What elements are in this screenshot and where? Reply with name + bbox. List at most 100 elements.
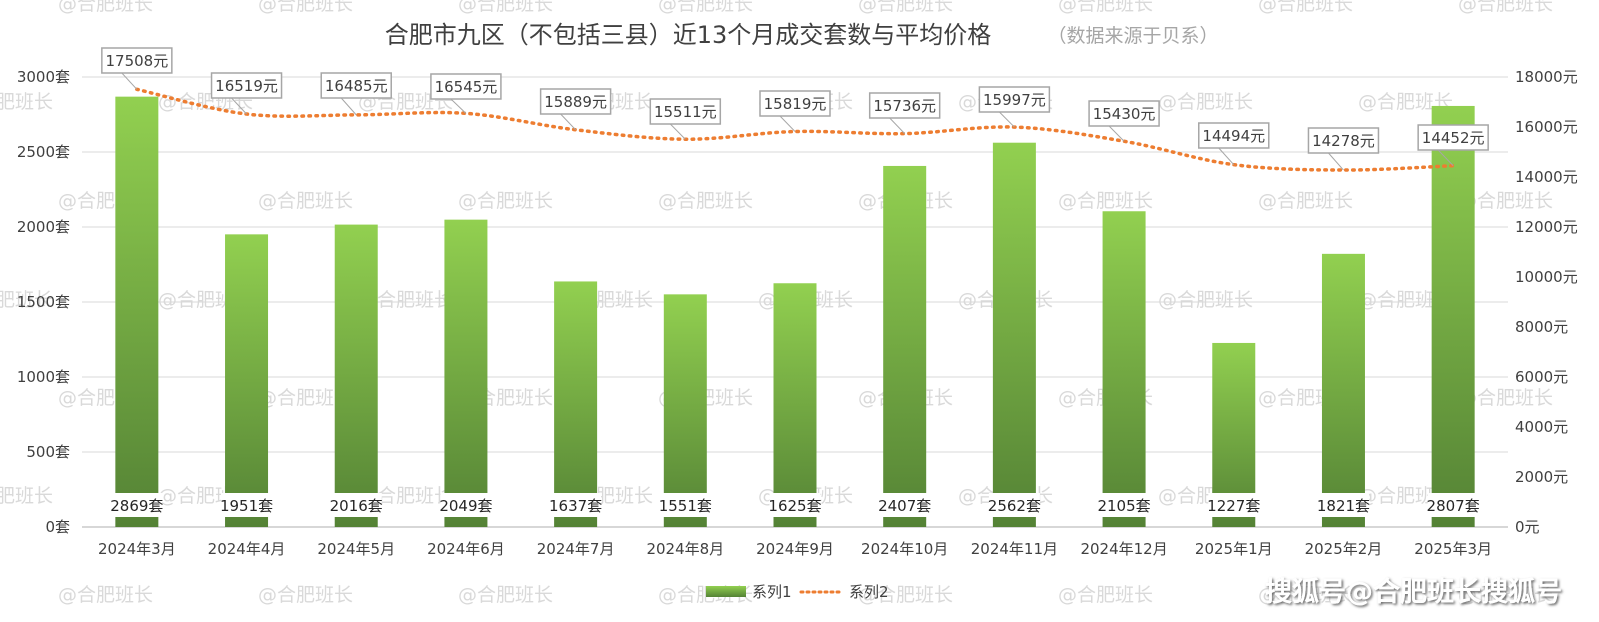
category-label: 2024年4月 bbox=[208, 540, 286, 558]
left-tick-label: 1500套 bbox=[17, 293, 70, 311]
left-tick-label: 500套 bbox=[26, 443, 70, 461]
price-label: 14452元 bbox=[1422, 129, 1485, 147]
bar bbox=[115, 96, 159, 528]
watermark-text: @合肥班长 bbox=[0, 91, 53, 113]
watermark-text: @合肥班长 bbox=[658, 0, 753, 15]
watermark-text: @合肥班长 bbox=[1258, 584, 1353, 606]
bar-label-bg bbox=[659, 493, 711, 517]
watermark-text: @合肥班长 bbox=[1258, 190, 1353, 212]
legend-swatch-series-1 bbox=[706, 586, 746, 597]
price-label: 14278元 bbox=[1312, 132, 1375, 150]
source-credit: 搜狐号@合肥班长搜狐号 bbox=[1265, 576, 1562, 608]
price-label-box bbox=[101, 47, 173, 74]
watermark-text: @合肥班长 bbox=[1458, 190, 1553, 212]
watermark-text: @合肥班长 bbox=[1358, 289, 1453, 311]
price-label-leader bbox=[560, 113, 576, 131]
price-label: 17508元 bbox=[105, 52, 168, 70]
price-label-leader bbox=[669, 123, 686, 140]
category-label: 2024年9月 bbox=[756, 540, 834, 558]
watermark-text: @合肥班长 bbox=[458, 584, 553, 606]
chart-title-source: （数据来源于贝系） bbox=[1047, 25, 1218, 47]
bar-label: 1625套 bbox=[768, 497, 821, 515]
price-label-leader bbox=[889, 117, 906, 134]
left-tick-label: 1000套 bbox=[17, 368, 70, 386]
watermark-text: @合肥班长 bbox=[1258, 0, 1353, 15]
watermark-text: @合肥班长 bbox=[458, 0, 553, 15]
right-tick-label: 10000元 bbox=[1515, 268, 1578, 286]
bar-label-bg bbox=[1317, 493, 1369, 517]
watermark-text: @合肥班长 bbox=[858, 0, 953, 15]
bar-label-bg bbox=[1427, 493, 1479, 517]
left-tick-label: 2000套 bbox=[17, 218, 70, 236]
price-label-box bbox=[210, 72, 283, 99]
category-axis-labels: 2024年3月 2024年4月 2024年5月 2024年6月 2024年7月 2024年… bbox=[98, 540, 1492, 558]
watermark-text: @合肥班长 bbox=[258, 190, 353, 212]
price-label: 16485元 bbox=[325, 77, 388, 95]
bar bbox=[225, 234, 269, 527]
bar bbox=[1321, 253, 1365, 527]
price-label-box bbox=[1088, 100, 1160, 127]
category-label: 2024年5月 bbox=[317, 540, 395, 558]
watermark-text: @合肥班长 bbox=[1058, 190, 1153, 212]
watermark-text: @合肥班长 bbox=[258, 0, 353, 15]
bar bbox=[334, 224, 378, 527]
bar-label: 2049套 bbox=[439, 497, 492, 515]
bar bbox=[883, 165, 927, 527]
left-tick-label: 3000套 bbox=[17, 68, 70, 86]
bar-label: 1951套 bbox=[220, 497, 273, 515]
price-label-leader bbox=[231, 97, 247, 115]
left-axis-ticks: 0套 500套 1000套 1500套 2000套 2500套 3000套 bbox=[17, 68, 70, 536]
bar-label-bg bbox=[221, 493, 273, 517]
category-label: 2025年2月 bbox=[1305, 540, 1383, 558]
price-label-leader bbox=[1437, 149, 1454, 167]
legend-label-series-2: 系列2 bbox=[849, 583, 889, 601]
category-label: 2025年3月 bbox=[1414, 540, 1492, 558]
price-label-leader bbox=[779, 115, 796, 132]
bar-label: 2105套 bbox=[1097, 497, 1150, 515]
price-label-box bbox=[649, 98, 722, 125]
watermark-text: @合肥班长 bbox=[1158, 91, 1253, 113]
watermark-text: @合肥班长 bbox=[1458, 584, 1553, 606]
price-label-box bbox=[320, 72, 392, 99]
bar-label: 2869套 bbox=[110, 497, 163, 515]
bar-label: 2807套 bbox=[1427, 497, 1480, 515]
watermark-text: @合肥班长 bbox=[0, 485, 53, 507]
legend-label-series-1: 系列1 bbox=[752, 583, 792, 601]
price-label: 15511元 bbox=[654, 103, 717, 121]
bar-label: 2407套 bbox=[878, 497, 931, 515]
price-label-leader bbox=[999, 111, 1015, 128]
category-label: 2024年11月 bbox=[971, 540, 1058, 558]
price-label-box bbox=[978, 86, 1051, 113]
watermark-text: @合肥班长 bbox=[1158, 289, 1253, 311]
price-label-leader bbox=[340, 97, 357, 116]
price-label-box bbox=[539, 88, 612, 115]
bar-label-bg bbox=[550, 493, 602, 517]
bar bbox=[1431, 105, 1475, 527]
line-series-2 bbox=[135, 87, 1455, 172]
bar-label: 1551套 bbox=[659, 497, 712, 515]
category-label: 2024年12月 bbox=[1080, 540, 1167, 558]
line-data-labels: 17508元 16519元 16485元 16545元 15889元 15511元 1581… bbox=[101, 47, 1489, 171]
watermark-text: @合肥班长 bbox=[0, 289, 53, 311]
category-label: 2024年6月 bbox=[427, 540, 505, 558]
watermark-text: @合肥班长 bbox=[58, 0, 153, 15]
bar bbox=[1102, 211, 1146, 527]
watermark-text: @合肥班长 bbox=[658, 190, 753, 212]
left-tick-label: 0套 bbox=[45, 518, 70, 536]
watermark-text: @合肥班长 bbox=[1458, 0, 1553, 15]
bar-label-bg bbox=[769, 493, 821, 517]
watermark-text: @合肥班长 bbox=[358, 485, 453, 507]
watermark-text: @合肥班长 bbox=[458, 190, 553, 212]
category-label: 2025年1月 bbox=[1195, 540, 1273, 558]
right-tick-label: 2000元 bbox=[1515, 468, 1568, 486]
right-tick-label: 18000元 bbox=[1515, 68, 1578, 86]
left-tick-label: 2500套 bbox=[17, 143, 70, 161]
category-label: 2024年7月 bbox=[537, 540, 615, 558]
bar bbox=[773, 283, 817, 527]
right-tick-label: 6000元 bbox=[1515, 368, 1568, 386]
bar bbox=[554, 281, 598, 527]
bar-label-bg bbox=[330, 493, 382, 517]
watermark-text: @合肥班长 bbox=[1358, 91, 1453, 113]
watermark-text: @合肥班长 bbox=[858, 584, 953, 606]
